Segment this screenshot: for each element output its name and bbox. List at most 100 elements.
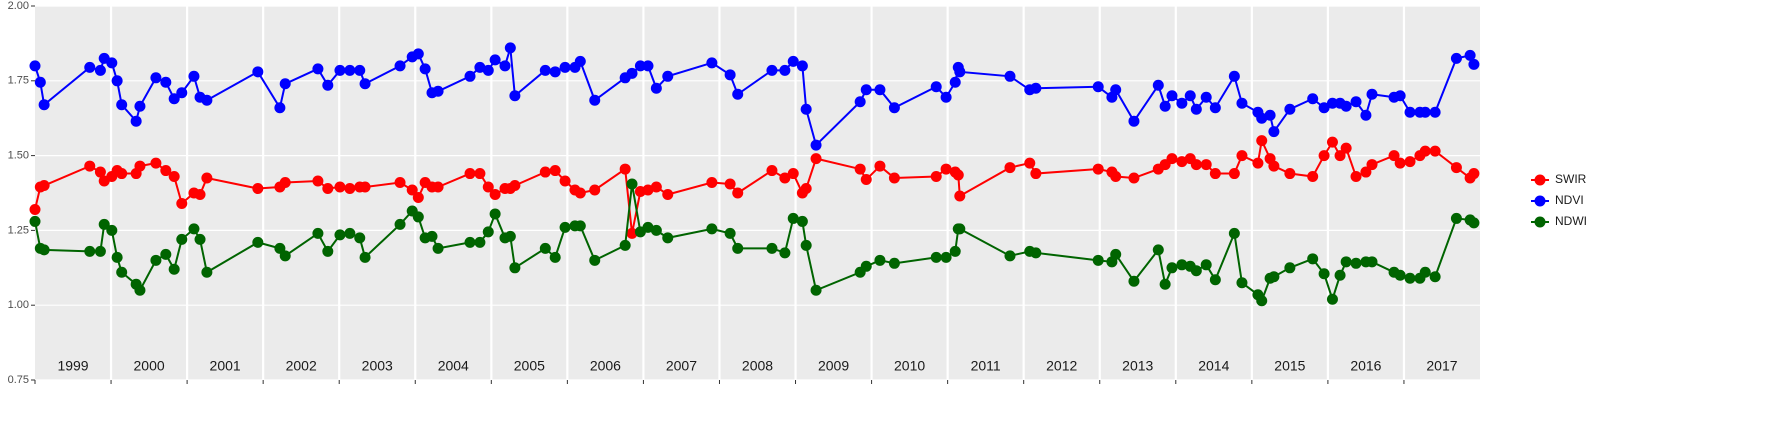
data-point [1152, 244, 1164, 256]
data-point [874, 84, 886, 96]
data-point [38, 180, 50, 192]
data-point [940, 251, 952, 263]
data-point [1252, 157, 1264, 169]
data-point [662, 70, 674, 82]
data-point [1228, 168, 1240, 180]
data-point [549, 66, 561, 78]
data-point [274, 102, 286, 114]
data-point [796, 215, 808, 227]
data-point [888, 257, 900, 269]
data-point [1326, 293, 1338, 305]
data-point [412, 48, 424, 60]
data-point [394, 218, 406, 230]
data-point [626, 67, 638, 79]
data-point [1128, 275, 1140, 287]
data-point [574, 55, 586, 67]
data-point [589, 94, 601, 106]
data-point [176, 197, 188, 209]
data-point [1419, 145, 1431, 157]
data-point [642, 184, 654, 196]
data-point [34, 76, 46, 88]
data-point [1256, 295, 1268, 307]
series [29, 178, 1480, 307]
data-point [650, 224, 662, 236]
data-point [29, 215, 41, 227]
data-point [1326, 97, 1338, 109]
data-point [1176, 259, 1188, 271]
data-point [787, 55, 799, 67]
data-point [98, 218, 110, 230]
data-point [426, 230, 438, 242]
data-point [406, 184, 418, 196]
data-point [779, 247, 791, 259]
x-tick-label: 2011 [971, 358, 1001, 374]
data-point [160, 165, 172, 177]
data-point [1318, 102, 1330, 114]
data-point [252, 66, 264, 78]
data-point [1004, 70, 1016, 82]
data-point [134, 284, 146, 296]
legend-label: NDVI [1555, 193, 1584, 207]
data-point [1340, 256, 1352, 268]
data-point [1190, 103, 1202, 115]
data-point [322, 245, 334, 257]
data-point [952, 169, 964, 181]
data-point [354, 64, 366, 76]
data-point [111, 75, 123, 87]
data-point [130, 115, 142, 127]
data-point [724, 69, 736, 81]
x-tick-label: 2005 [514, 358, 545, 374]
data-point [940, 163, 952, 175]
data-point [354, 232, 366, 244]
data-point [474, 236, 486, 248]
data-point [650, 181, 662, 193]
data-point [1404, 272, 1416, 284]
data-point [504, 230, 516, 242]
data-point [874, 160, 886, 172]
data-point [766, 242, 778, 254]
x-tick-label: 2008 [742, 358, 773, 374]
x-tick-label: 2006 [590, 358, 621, 374]
data-point [116, 168, 128, 180]
data-point [732, 187, 744, 199]
data-point [874, 254, 886, 266]
data-point [1176, 156, 1188, 168]
data-point [1429, 271, 1441, 283]
data-point [724, 227, 736, 239]
data-point [1176, 97, 1188, 109]
data-point [168, 93, 180, 105]
data-point [160, 248, 172, 260]
data-point [359, 181, 371, 193]
data-point [194, 188, 206, 200]
data-point [810, 153, 822, 165]
data-point [1228, 70, 1240, 82]
x-tick-label: 2009 [818, 358, 849, 374]
data-point [662, 188, 674, 200]
data-point [954, 190, 966, 202]
data-point [1166, 153, 1178, 165]
data-point [1256, 135, 1268, 147]
data-point [706, 177, 718, 189]
data-point [642, 221, 654, 233]
data-point [84, 160, 96, 172]
data-point [1334, 150, 1346, 162]
data-point [796, 60, 808, 72]
data-point [1092, 81, 1104, 93]
data-point [1360, 166, 1372, 178]
data-point [38, 99, 50, 111]
data-point [1209, 274, 1221, 286]
data-point [150, 254, 162, 266]
data-point [1450, 52, 1462, 64]
data-point [312, 227, 324, 239]
data-point [1326, 136, 1338, 148]
data-point [854, 163, 866, 175]
data-point [1318, 268, 1330, 280]
data-point [1236, 97, 1248, 109]
data-point [412, 191, 424, 203]
data-point [1209, 168, 1221, 180]
data-point [1284, 168, 1296, 180]
data-point [116, 99, 128, 111]
data-point [1110, 171, 1122, 183]
data-point [432, 242, 444, 254]
